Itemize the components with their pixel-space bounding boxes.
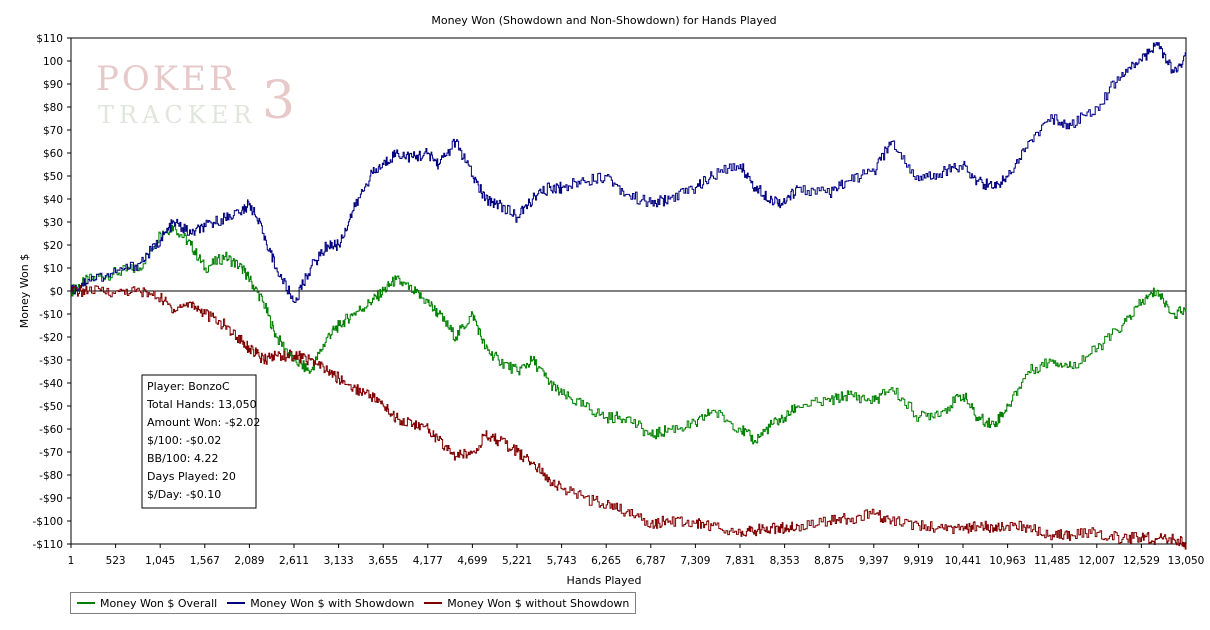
legend-swatch <box>424 602 443 604</box>
y-tick-label: -$40 <box>39 378 63 390</box>
x-tick-label: 13,050 <box>1168 555 1205 567</box>
x-tick-label: 1,045 <box>145 555 175 567</box>
y-tick-label: $30 <box>43 217 63 229</box>
x-tick-label: 7,309 <box>680 555 710 567</box>
watermark-line1: POKER <box>96 59 238 99</box>
y-tick-label: $40 <box>43 194 63 206</box>
x-tick-label: 9,919 <box>903 555 933 567</box>
stats-line: Amount Won: -$2.02 <box>147 416 260 429</box>
x-tick-label: 10,963 <box>989 555 1026 567</box>
x-axis-label: Hands Played <box>567 574 642 587</box>
x-tick-label: 6,265 <box>591 555 621 567</box>
x-tick-label: 6,787 <box>636 555 666 567</box>
y-tick-label: -$70 <box>39 447 63 459</box>
stats-line: $/100: -$0.02 <box>147 434 221 447</box>
legend-item-2: Money Won $ with Showdown <box>227 597 414 610</box>
y-tick-label: $80 <box>43 102 63 114</box>
legend: Money Won $ Overall Money Won $ with Show… <box>70 592 637 614</box>
y-tick-label: -$110 <box>32 539 63 551</box>
y-tick-label: -$10 <box>39 309 63 321</box>
y-tick-label: -$60 <box>39 424 63 436</box>
x-tick-label: 4,177 <box>413 555 443 567</box>
y-tick-label: -$90 <box>39 493 63 505</box>
y-axis-ticks: $110 100 $90 $80 $70 $60 $50 $40 $30 $20 $10 $0 -$10… <box>32 33 71 551</box>
y-axis-label: Money Won $ <box>18 254 31 328</box>
watermark-line2: TRACKER <box>98 101 256 129</box>
y-tick-label: -$100 <box>32 516 63 528</box>
y-tick-label: $70 <box>43 125 63 137</box>
legend-label: Money Won $ with Showdown <box>250 596 415 610</box>
legend-label: Money Won $ Overall <box>100 596 218 610</box>
x-tick-label: 7,831 <box>725 555 755 567</box>
y-tick-label: $60 <box>43 148 63 160</box>
x-tick-label: 523 <box>106 555 126 567</box>
watermark: POKER TRACKER 3 <box>96 59 298 131</box>
x-tick-label: 12,529 <box>1123 555 1160 567</box>
series-line-3 <box>71 284 1187 550</box>
series-line-1 <box>71 224 1187 445</box>
stats-box: Player: BonzoC Total Hands: 13,050 Amount … <box>141 374 260 509</box>
x-tick-label: 1,567 <box>190 555 220 567</box>
x-tick-label: 10,441 <box>945 555 982 567</box>
y-tick-label: $90 <box>43 79 63 91</box>
y-tick-label: -$50 <box>39 401 63 413</box>
series-lines <box>71 42 1187 550</box>
legend-swatch <box>227 602 246 604</box>
x-tick-label: 3,655 <box>368 555 398 567</box>
y-tick-label: $110 <box>36 33 63 45</box>
x-tick-label: 11,485 <box>1034 555 1071 567</box>
stats-line: Player: BonzoC <box>147 380 230 393</box>
y-tick-label: 100 <box>43 56 63 68</box>
x-tick-label: 8,353 <box>770 555 800 567</box>
watermark-numeral: 3 <box>262 71 298 131</box>
y-tick-label: $20 <box>43 240 63 252</box>
stats-line: $/Day: -$0.10 <box>147 488 221 501</box>
x-axis-ticks: 1 523 1,045 1,567 2,089 2,611 3,133 3,655 4,177 4… <box>68 544 1205 567</box>
y-tick-label: -$80 <box>39 470 63 482</box>
x-tick-label: 1 <box>68 555 75 567</box>
x-tick-label: 8,875 <box>814 555 844 567</box>
stats-line: Total Hands: 13,050 <box>146 398 257 411</box>
chart-title: Money Won (Showdown and Non-Showdown) fo… <box>431 14 776 27</box>
legend-item-3: Money Won $ without Showdown <box>424 597 629 610</box>
y-tick-label: -$30 <box>39 355 63 367</box>
x-tick-label: 2,611 <box>279 555 309 567</box>
stats-line: BB/100: 4.22 <box>147 452 219 465</box>
y-tick-label: $0 <box>50 286 63 298</box>
x-tick-label: 9,397 <box>859 555 889 567</box>
x-tick-label: 3,133 <box>324 555 354 567</box>
legend-label: Money Won $ without Showdown <box>447 596 630 610</box>
x-tick-label: 4,699 <box>457 555 487 567</box>
x-tick-label: 5,743 <box>547 555 577 567</box>
stats-line: Days Played: 20 <box>147 470 236 483</box>
legend-item-1: Money Won $ Overall <box>77 597 217 610</box>
legend-swatch <box>77 602 95 604</box>
x-tick-label: 5,221 <box>502 555 532 567</box>
y-tick-label: $50 <box>43 171 63 183</box>
y-tick-label: $10 <box>43 263 63 275</box>
series-line-2 <box>71 42 1187 303</box>
x-tick-label: 2,089 <box>234 555 264 567</box>
x-tick-label: 12,007 <box>1078 555 1115 567</box>
y-tick-label: -$20 <box>39 332 63 344</box>
